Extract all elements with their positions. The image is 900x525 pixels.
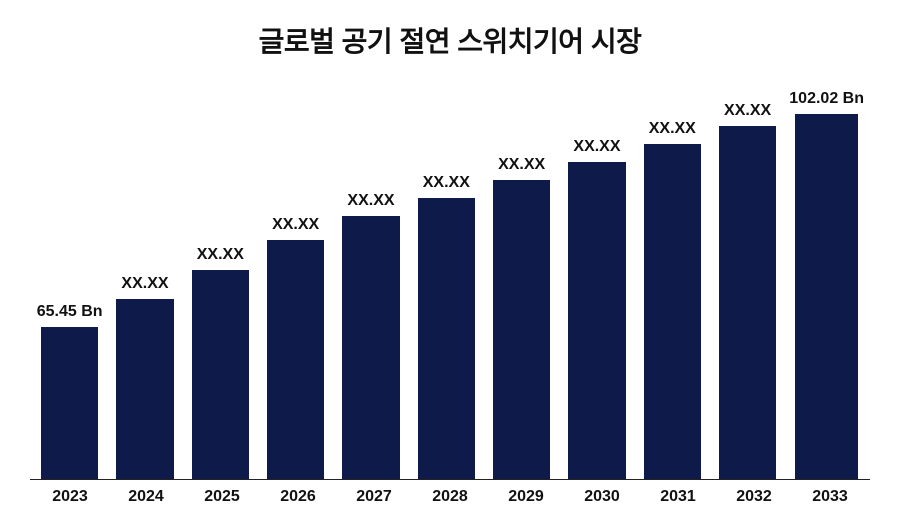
bar-group: XX.XX: [488, 90, 555, 479]
chart-container: 글로벌 공기 절연 스위치기어 시장 65.45 Bn XX.XX XX.XX XX.…: [0, 0, 900, 525]
bar-value-label: XX.XX: [649, 120, 696, 138]
bar-group: XX.XX: [639, 90, 706, 479]
bar-value-label: XX.XX: [347, 192, 394, 210]
bar-group: XX.XX: [337, 90, 404, 479]
bar: [116, 299, 173, 479]
bar: [342, 216, 399, 479]
x-tick-label: 2023: [36, 488, 104, 506]
bar: [192, 270, 249, 479]
bar-group: 65.45 Bn: [36, 90, 103, 479]
bar: [795, 114, 859, 479]
bar: [418, 198, 475, 479]
bar-value-label: XX.XX: [272, 216, 319, 234]
bar-value-label: 102.02 Bn: [789, 90, 864, 108]
bar: [719, 126, 776, 479]
plot-area: 65.45 Bn XX.XX XX.XX XX.XX XX.XX XX.XX XX.XX XX…: [30, 90, 870, 480]
bar: [493, 180, 550, 479]
bar-group: XX.XX: [111, 90, 178, 479]
x-tick-label: 2025: [188, 488, 256, 506]
x-tick-label: 2024: [112, 488, 180, 506]
bar-value-label: XX.XX: [197, 246, 244, 264]
bar-value-label: XX.XX: [724, 102, 771, 120]
x-tick-label: 2028: [416, 488, 484, 506]
bar: [267, 240, 324, 479]
bar-group: XX.XX: [563, 90, 630, 479]
x-tick-label: 2029: [492, 488, 560, 506]
bar: [41, 327, 98, 479]
x-tick-label: 2033: [796, 488, 864, 506]
x-tick-label: 2032: [720, 488, 788, 506]
bar-group: XX.XX: [714, 90, 781, 479]
bar-value-label: XX.XX: [423, 174, 470, 192]
bar-group: XX.XX: [262, 90, 329, 479]
chart-title: 글로벌 공기 절연 스위치기어 시장: [30, 20, 870, 60]
bar: [644, 144, 701, 479]
x-tick-label: 2026: [264, 488, 332, 506]
bar-value-label: XX.XX: [121, 275, 168, 293]
x-axis: 2023 2024 2025 2026 2027 2028 2029 2030 2031 2032…: [30, 480, 870, 506]
bar: [568, 162, 625, 479]
x-tick-label: 2031: [644, 488, 712, 506]
bar-value-label: 65.45 Bn: [37, 303, 103, 321]
bar-value-label: XX.XX: [573, 138, 620, 156]
x-tick-label: 2027: [340, 488, 408, 506]
bar-value-label: XX.XX: [498, 156, 545, 174]
bar-group: XX.XX: [187, 90, 254, 479]
bar-group: XX.XX: [413, 90, 480, 479]
bar-group: 102.02 Bn: [789, 90, 864, 479]
x-tick-label: 2030: [568, 488, 636, 506]
